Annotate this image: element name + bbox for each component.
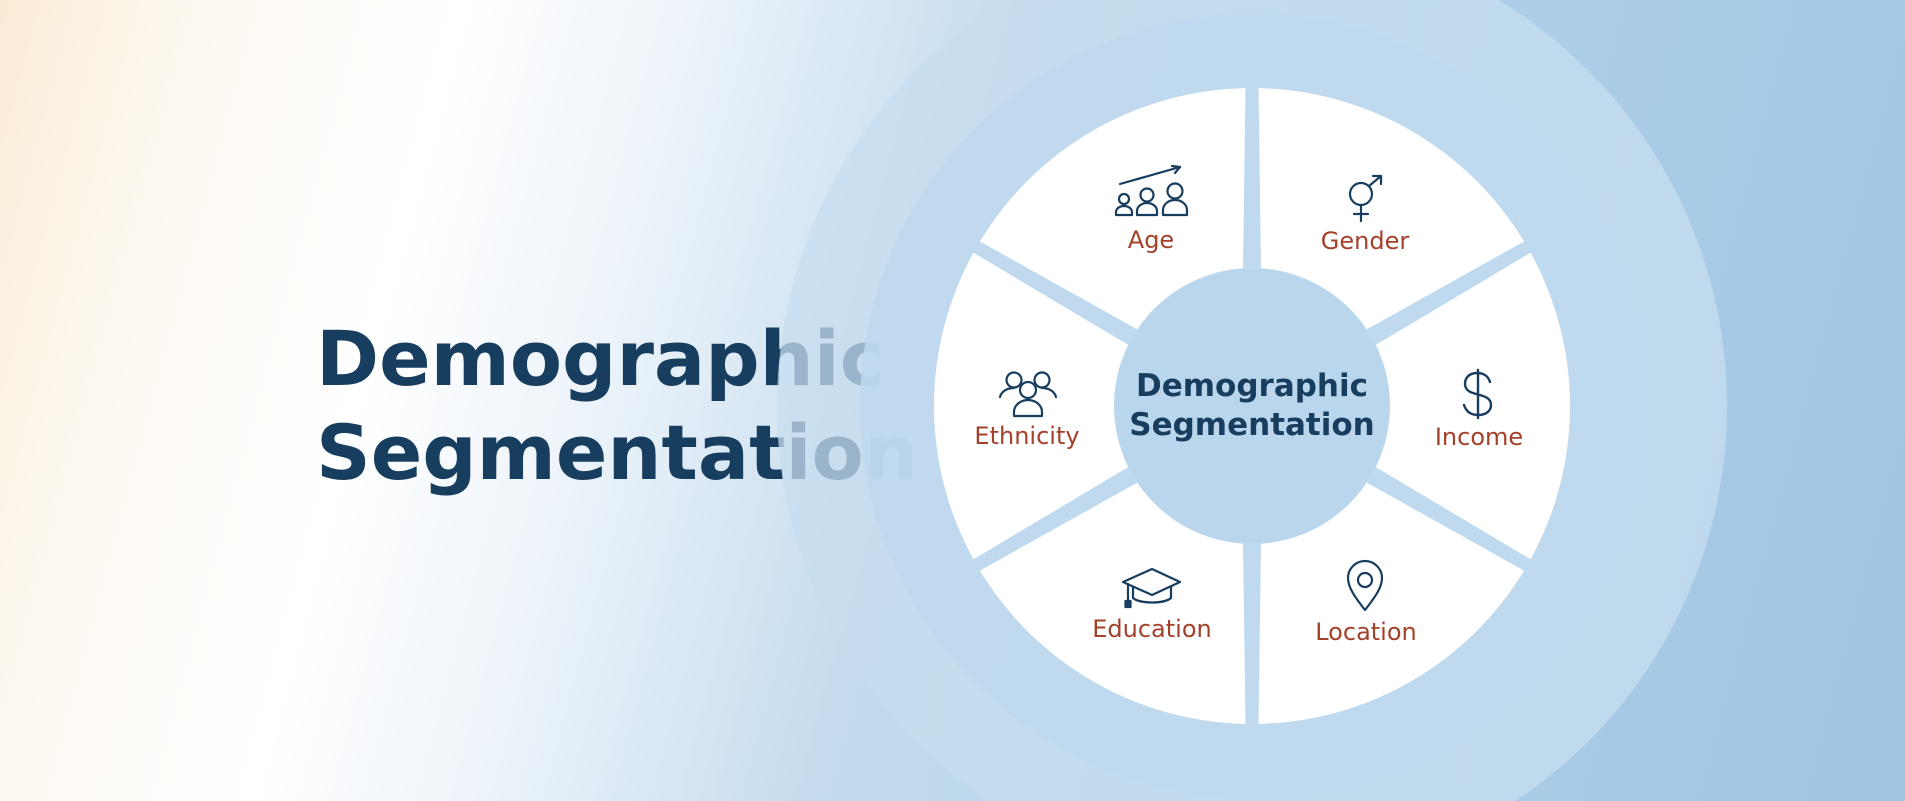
segment-label-gender: Gender <box>1321 227 1410 255</box>
segment-income[interactable] <box>1375 252 1570 560</box>
center-label-line-1: Demographic <box>1136 368 1368 404</box>
group-people-icon <box>998 371 1058 418</box>
center-label-line-2: Segmentation <box>1129 407 1375 443</box>
age-group-icon <box>1114 164 1189 217</box>
segment-ethnicity[interactable] <box>934 252 1129 560</box>
center-circle <box>1115 269 1389 543</box>
location-pin-icon <box>1346 559 1384 612</box>
segment-label-location: Location <box>1315 618 1417 646</box>
segment-label-ethnicity: Ethnicity <box>974 422 1079 450</box>
segment-age[interactable] <box>979 88 1246 330</box>
dollar-icon <box>1462 368 1493 420</box>
wheel-segments <box>934 88 1570 724</box>
segment-label-education: Education <box>1092 615 1211 643</box>
gender-symbol-icon <box>1348 174 1383 223</box>
segment-label-income: Income <box>1435 423 1523 451</box>
segment-label-age: Age <box>1128 226 1174 254</box>
segment-gender[interactable] <box>1258 88 1525 330</box>
segment-education[interactable] <box>979 482 1246 724</box>
graduation-cap-icon <box>1121 567 1182 609</box>
segment-location[interactable] <box>1258 482 1525 724</box>
